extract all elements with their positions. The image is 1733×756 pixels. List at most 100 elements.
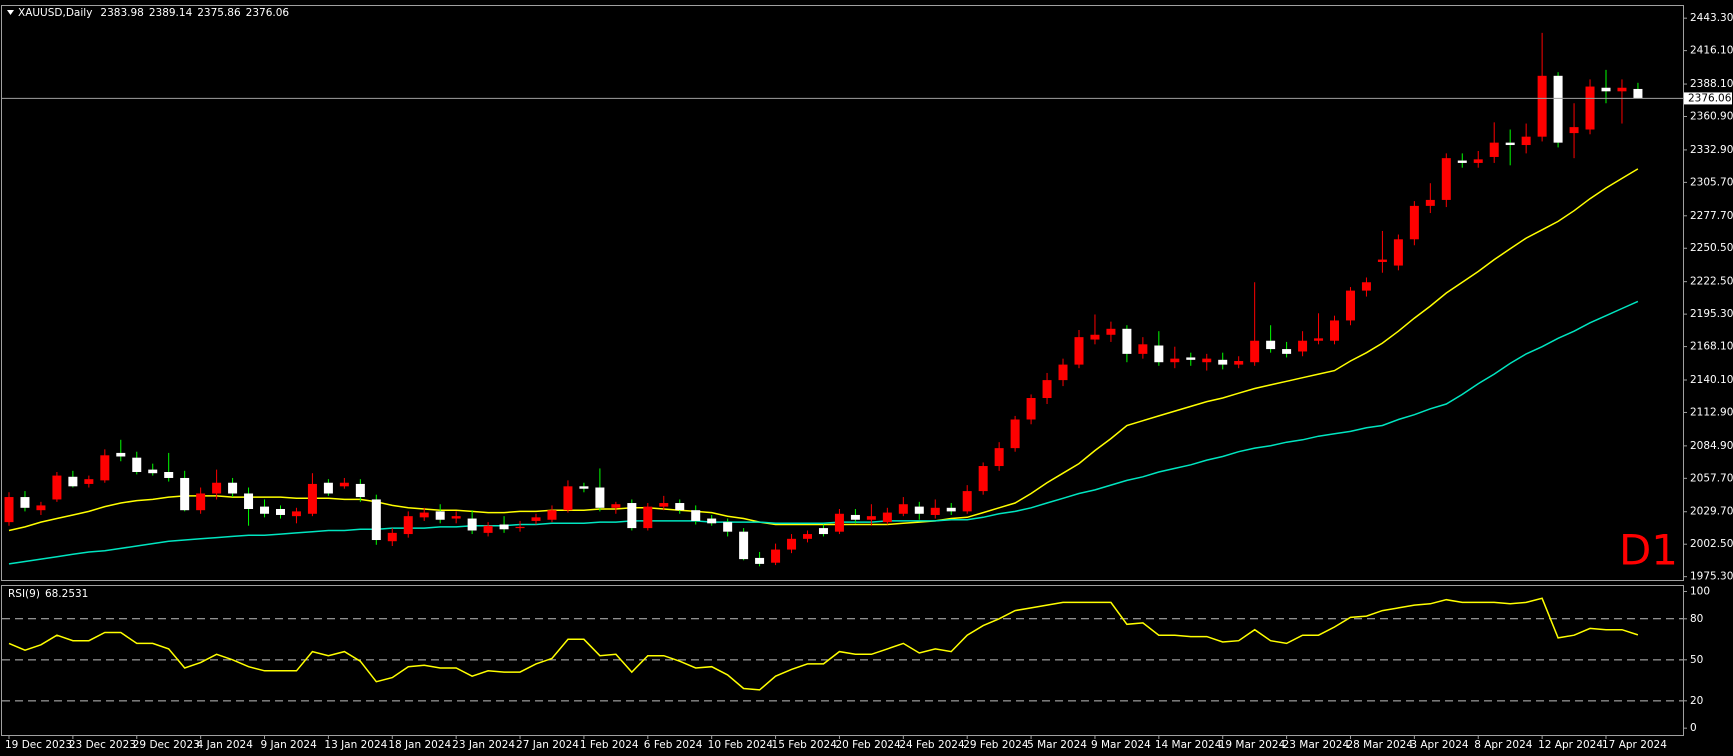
candle-body xyxy=(419,512,429,518)
candle-body xyxy=(1186,357,1196,360)
candle-body xyxy=(739,531,749,560)
collapse-arrow[interactable] xyxy=(7,10,14,15)
y-tick-label: 2029.70 xyxy=(1690,506,1733,518)
candle-body xyxy=(1218,359,1228,365)
candle-body xyxy=(20,497,30,508)
candle-body xyxy=(132,457,142,473)
x-tick-label: 13 Jan 2024 xyxy=(324,739,387,751)
candle-body xyxy=(1537,75,1547,137)
candle-body xyxy=(850,514,860,520)
x-tick-label: 10 Feb 2024 xyxy=(708,739,774,751)
candle-body xyxy=(1026,398,1036,420)
candle-body xyxy=(36,505,46,511)
candle-body xyxy=(228,482,238,494)
candle-body xyxy=(1106,328,1116,335)
candle-body xyxy=(1058,364,1068,381)
high-value: 2389.14 xyxy=(149,7,193,19)
y-tick-label: 80 xyxy=(1690,613,1703,625)
y-tick-label: 2443.30 xyxy=(1690,12,1733,24)
candle-body xyxy=(531,517,541,521)
candle-body xyxy=(68,476,78,487)
x-tick-label: 12 Apr 2024 xyxy=(1538,739,1603,751)
candle-body xyxy=(1330,320,1340,341)
candle-body xyxy=(483,525,493,533)
x-tick-label: 14 Mar 2024 xyxy=(1155,739,1222,751)
candle-body xyxy=(914,506,924,514)
candle-body xyxy=(307,483,317,514)
rsi-value: 68.2531 xyxy=(45,588,88,600)
current-price-box xyxy=(1684,92,1732,105)
candle-body xyxy=(1633,88,1643,99)
candle-body xyxy=(579,486,589,489)
candle-body xyxy=(1298,340,1308,352)
candle-body xyxy=(787,538,797,550)
candle-body xyxy=(323,482,333,494)
x-tick-label: 23 Dec 2023 xyxy=(69,739,136,751)
candle-body xyxy=(563,486,573,511)
candle-body xyxy=(1266,340,1276,350)
low-value: 2375.86 xyxy=(197,7,241,19)
y-tick-label: 2222.50 xyxy=(1690,276,1733,288)
y-tick-label: 2112.90 xyxy=(1690,406,1733,418)
candle-body xyxy=(196,493,206,511)
candle-body xyxy=(515,526,525,529)
y-tick-label: 2002.50 xyxy=(1690,538,1733,550)
x-tick-label: 19 Dec 2023 xyxy=(5,739,72,751)
chart-header: XAUUSD,Daily 2383.98 2389.14 2375.86 2376.06 xyxy=(18,7,289,19)
candle-body xyxy=(803,534,812,539)
candle-body xyxy=(451,516,461,519)
candle-body xyxy=(1234,361,1244,365)
candle-body xyxy=(1042,380,1052,399)
candle-body xyxy=(898,504,908,514)
candle-body xyxy=(1569,127,1579,134)
candle-body xyxy=(882,512,892,523)
candle-body xyxy=(1345,290,1355,321)
candle-body xyxy=(962,491,972,512)
candle-body xyxy=(723,522,733,532)
moving-average xyxy=(8,300,1639,565)
candle-body xyxy=(1122,328,1132,354)
candle-body xyxy=(755,557,765,564)
candle-body xyxy=(275,508,285,515)
candle-body xyxy=(291,511,301,517)
candle-body xyxy=(1617,87,1627,92)
candle-body xyxy=(1090,334,1100,340)
candle-body xyxy=(1202,358,1212,363)
candle-body xyxy=(1377,259,1387,262)
candle-body xyxy=(387,532,397,542)
y-tick-label: 20 xyxy=(1690,695,1703,707)
y-tick-label: 1975.30 xyxy=(1690,571,1733,583)
candle-body xyxy=(84,479,94,484)
y-tick-label: 2360.90 xyxy=(1690,111,1733,123)
candle-body xyxy=(435,511,445,520)
moving-average xyxy=(8,168,1639,532)
y-tick-label: 2305.70 xyxy=(1690,176,1733,188)
candle-body xyxy=(818,528,828,535)
candle-body xyxy=(834,513,844,532)
candle-body xyxy=(116,452,126,457)
x-tick-label: 4 Jan 2024 xyxy=(197,739,254,751)
candle-body xyxy=(499,524,509,530)
symbol: XAUUSD,Daily xyxy=(18,7,92,19)
x-tick-label: 3 Apr 2024 xyxy=(1410,739,1469,751)
candle-body xyxy=(659,503,669,507)
candle-body xyxy=(1170,358,1180,363)
candle-body xyxy=(1250,340,1260,363)
y-tick-label: 2057.70 xyxy=(1690,472,1733,484)
x-tick-label: 23 Mar 2024 xyxy=(1283,739,1350,751)
candle-body xyxy=(595,487,605,508)
y-tick-label: 2250.50 xyxy=(1690,242,1733,254)
x-tick-label: 18 Jan 2024 xyxy=(388,739,451,751)
x-tick-label: 28 Mar 2024 xyxy=(1346,739,1413,751)
candle-body xyxy=(1521,136,1531,146)
x-tick-label: 19 Mar 2024 xyxy=(1219,739,1286,751)
candle-body xyxy=(946,507,956,512)
candle-body xyxy=(244,493,254,509)
y-tick-label: 100 xyxy=(1690,585,1710,597)
candle-body xyxy=(1138,344,1148,354)
x-tick-label: 5 Mar 2024 xyxy=(1027,739,1087,751)
y-tick-label: 0 xyxy=(1690,722,1697,734)
candle-body xyxy=(1489,142,1499,157)
